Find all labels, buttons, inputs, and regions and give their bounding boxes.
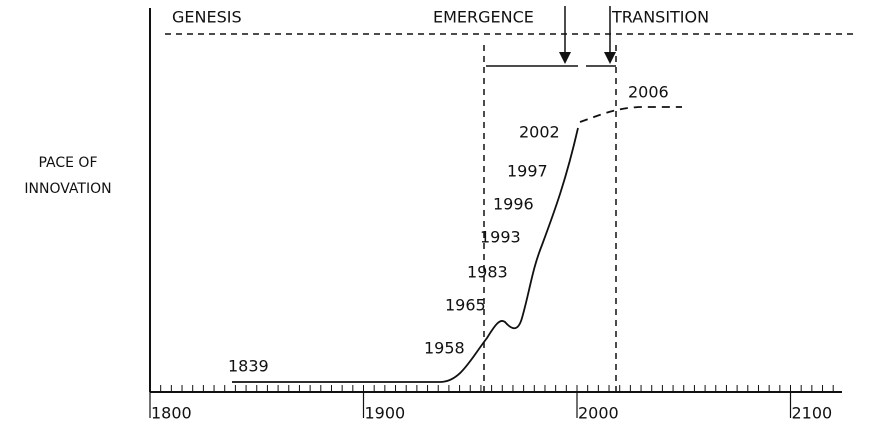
phase-label: TRANSITION bbox=[611, 8, 709, 27]
milestone: 1958 bbox=[424, 339, 465, 358]
y-axis-label: PACE OF bbox=[38, 155, 97, 171]
milestone: 1996 bbox=[493, 195, 534, 214]
milestone: 1997 bbox=[507, 162, 548, 181]
arrowhead bbox=[604, 52, 616, 64]
milestone: 2002 bbox=[519, 123, 560, 142]
milestone: 1983 bbox=[467, 263, 508, 282]
phase-label: EMERGENCE bbox=[433, 8, 534, 27]
y-axis-label: INNOVATION bbox=[24, 181, 111, 197]
innovation-curve bbox=[232, 127, 579, 383]
projected-curve bbox=[579, 106, 682, 123]
milestone: 1993 bbox=[480, 228, 521, 247]
milestone: 1965 bbox=[445, 296, 486, 315]
x-tick-label: 2100 bbox=[792, 404, 833, 423]
x-tick-label: 1900 bbox=[365, 404, 406, 423]
x-tick-label: 2000 bbox=[578, 404, 619, 423]
phase-label: GENESIS bbox=[172, 8, 242, 27]
arrowhead bbox=[559, 52, 571, 64]
milestone: 2006 bbox=[628, 83, 669, 102]
milestone: 1839 bbox=[228, 357, 269, 376]
x-tick-label: 1800 bbox=[151, 404, 192, 423]
